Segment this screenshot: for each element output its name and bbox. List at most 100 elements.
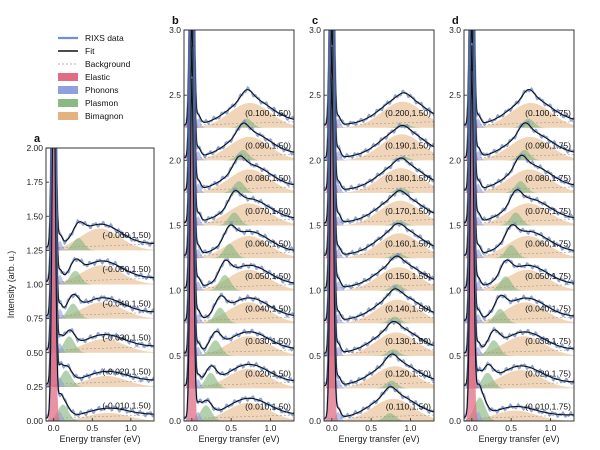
curve-label: (0.130,1.50): [385, 336, 431, 346]
curve-c-7: [324, 30, 434, 193]
bimagnon-area: [184, 336, 294, 356]
curve-label: (0.110,1.50): [386, 401, 431, 411]
bimagnon-area: [324, 299, 434, 324]
fit-line: [184, 30, 294, 354]
y-tick-label: 1.0: [449, 286, 461, 296]
bimagnon-area: [184, 269, 294, 291]
fit-line: [464, 45, 574, 386]
fit-line: [184, 30, 294, 126]
curve-c-8: [324, 30, 434, 162]
legend-label: Elastic: [85, 72, 111, 82]
y-tick-label: 2.0: [169, 155, 181, 165]
bimagnon-area: [324, 366, 434, 389]
bimagnon-area: [324, 398, 434, 421]
elastic-area: [184, 30, 294, 161]
x-tick-label: 0.5: [365, 423, 377, 433]
bimagnon-area: [324, 101, 434, 128]
curve-label: (0.150,1.50): [385, 271, 431, 281]
panels-layer: (-0.060,1.50) (-0.050,1.50) (-0.040,1.50) (…: [6, 15, 575, 444]
bimagnon-area: [464, 169, 574, 193]
plasmon-area: [184, 212, 294, 226]
fit-line: [324, 30, 434, 289]
curve-label: (0.030,1.75): [525, 336, 571, 346]
bimagnon-area: [184, 302, 294, 324]
plasmon-area: [46, 370, 154, 387]
plasmon-area: [46, 303, 154, 319]
plasmon-area: [464, 308, 574, 324]
fit-line: [46, 148, 154, 385]
curve-d-0: [464, 69, 574, 421]
fit-line: [184, 78, 294, 419]
fit-line: [324, 30, 434, 322]
x-tick-label: 1.0: [405, 423, 417, 433]
fit-line: [46, 148, 154, 248]
y-tick-label: 2.5: [449, 90, 461, 100]
curve-label: (-0.030,1.50): [102, 332, 151, 342]
elastic-area: [324, 30, 434, 161]
bimagnon-area: [184, 235, 294, 259]
legend-swatch: [58, 112, 78, 120]
fit-line: [464, 30, 574, 289]
curve-label: (0.010,1.50): [245, 401, 291, 411]
plasmon-area: [184, 340, 294, 356]
legend-swatch: [58, 99, 78, 107]
plasmon-area: [464, 245, 574, 259]
panel-c: (0.200,1.50) (0.190,1.50) (0.180,1.50) (0.1…: [309, 15, 435, 444]
legend-swatch: [58, 86, 78, 94]
curve-label: (0.020,1.50): [245, 369, 291, 379]
fit-line: [464, 69, 574, 419]
y-tick-label: 1.5: [169, 221, 181, 231]
panel-b: (0.100,1.50) (0.090,1.50) (0.080,1.50) (0.0…: [169, 15, 295, 444]
legend: RIXS data Fit Background Elastic Phonons Plas…: [58, 33, 131, 121]
fit-line: [324, 30, 434, 191]
curve-label: (0.070,1.50): [245, 206, 291, 216]
y-tick-label: 3.0: [169, 25, 181, 35]
x-tick-label: 0.0: [326, 423, 338, 433]
y-tick-label: 0.25: [26, 382, 43, 392]
curve-label: (0.050,1.50): [245, 271, 291, 281]
rixs-data-line: [184, 30, 294, 356]
curve-c-0: [324, 79, 434, 421]
panel-letter: c: [312, 15, 318, 27]
bimagnon-area: [464, 136, 574, 161]
curve-label: (0.120,1.50): [385, 369, 431, 379]
bimagnon-area: [184, 102, 294, 128]
curve-d-7: [464, 30, 574, 193]
bimagnon-area: [464, 102, 574, 128]
curve-label: (0.060,1.50): [245, 238, 291, 248]
curve-label: (0.160,1.50): [385, 238, 431, 248]
bimagnon-area: [464, 302, 574, 324]
curve-a-0: [46, 148, 154, 421]
rixs-data-line: [464, 30, 574, 159]
curve-label: (0.020,1.75): [525, 369, 571, 379]
elastic-area: [464, 30, 574, 161]
fit-line: [184, 30, 294, 191]
fit-line: [324, 30, 434, 159]
elastic-area: [46, 148, 154, 421]
legend-label: Background: [85, 59, 131, 69]
curve-label: (0.040,1.75): [525, 304, 571, 314]
bimagnon-area: [464, 235, 574, 259]
curve-label: (0.010,1.75): [525, 401, 571, 411]
panel-d: (0.100,1.75) (0.090,1.75) (0.080,1.75) (0.0…: [449, 15, 575, 444]
y-tick-label: 1.5: [309, 221, 321, 231]
curve-label: (0.090,1.75): [525, 141, 571, 151]
rixs-data-line: [324, 30, 434, 259]
elastic-area: [464, 30, 574, 193]
fit-line: [464, 30, 574, 256]
x-tick-label: 0.0: [466, 423, 478, 433]
panel-letter: d: [452, 15, 459, 27]
y-tick-label: 1.75: [26, 177, 43, 187]
x-tick-label: 0.0: [186, 423, 198, 433]
x-axis-label: Energy transfer (eV): [338, 434, 419, 444]
y-tick-label: 0.0: [169, 416, 181, 426]
bimagnon-area: [184, 169, 294, 193]
plasmon-area: [184, 118, 294, 128]
rixs-data-line: [184, 30, 294, 159]
curve-label: (0.100,1.75): [525, 108, 571, 118]
x-tick-label: 0.5: [86, 423, 98, 433]
x-axis-label: Energy transfer (eV): [59, 434, 140, 444]
fit-line: [464, 30, 574, 126]
y-tick-label: 0.50: [26, 348, 43, 358]
x-tick-label: 1.0: [265, 423, 277, 433]
